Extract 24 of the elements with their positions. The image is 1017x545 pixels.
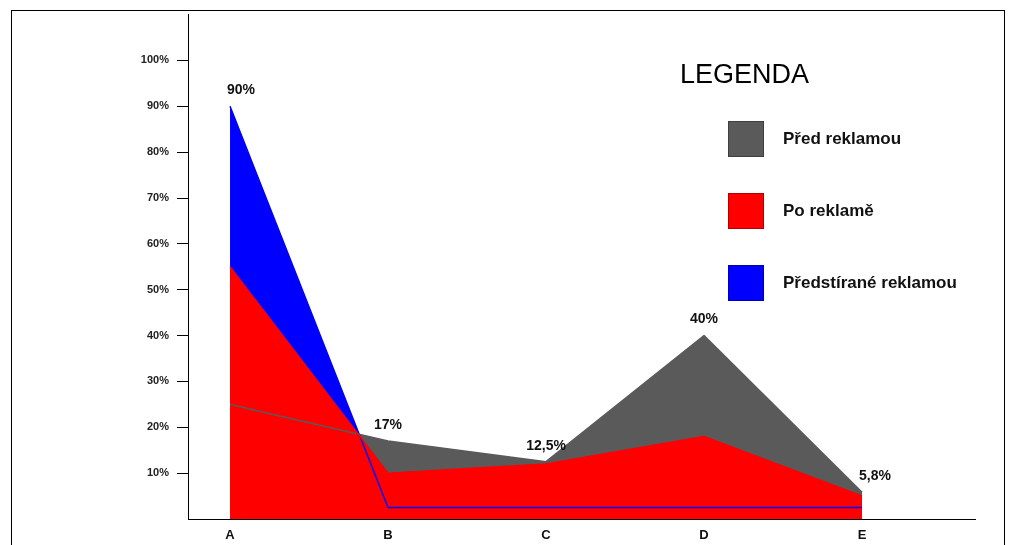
y-tick-label: 90%	[146, 99, 170, 112]
y-tick-label: 70%	[146, 191, 170, 204]
data-label: 12,5%	[526, 436, 567, 453]
legend-label: Předstírané reklamou	[783, 273, 957, 293]
x-tick-label: C	[541, 527, 552, 543]
data-label: 90%	[227, 81, 256, 98]
y-tick-label: 80%	[146, 145, 170, 158]
legend-label: Před reklamou	[783, 129, 902, 149]
x-tick-label: B	[383, 527, 393, 543]
legend-title: LEGENDA	[680, 58, 811, 90]
y-tick-label: 10%	[146, 466, 170, 479]
data-label: 40%	[690, 310, 719, 327]
x-tick-label: D	[699, 527, 709, 543]
y-tick-label: 40%	[146, 328, 170, 341]
y-tick-label: 100%	[140, 53, 170, 66]
y-tick-label: 30%	[146, 374, 170, 387]
x-tick-label: A	[225, 527, 236, 543]
x-tick-label: E	[857, 527, 867, 543]
data-label: 17%	[374, 415, 403, 432]
data-label: 5,8%	[859, 467, 892, 484]
legend-label: Po reklamě	[783, 201, 874, 221]
y-tick-label: 20%	[146, 420, 170, 433]
y-tick-label: 60%	[146, 236, 170, 249]
y-tick-label: 50%	[146, 282, 170, 295]
